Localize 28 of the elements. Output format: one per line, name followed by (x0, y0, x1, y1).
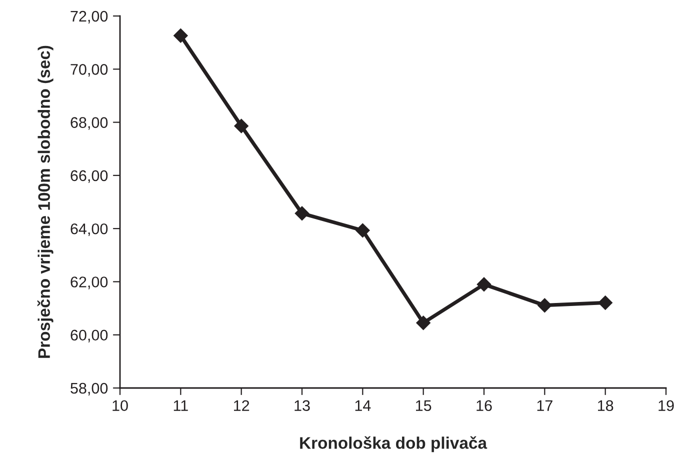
y-tick-label: 68,00 (70, 117, 108, 130)
x-tick-label: 14 (355, 400, 371, 411)
x-tick-label: 12 (234, 400, 250, 411)
x-tick-label: 17 (537, 400, 552, 411)
x-tick-label: 19 (658, 400, 674, 412)
point (356, 223, 370, 238)
y-tick-label: 60,00 (70, 330, 108, 342)
point (234, 118, 248, 134)
y-tick-label: 62,00 (70, 276, 108, 290)
x-tick-label: 18 (598, 400, 614, 412)
y-tick-label: 58,00 (70, 382, 108, 396)
y-tick-label: 70,00 (70, 64, 108, 77)
x-tick-label: 16 (476, 400, 492, 412)
y-tick-label: 72,00 (70, 10, 108, 24)
y-axis-title: Prosječno vrijeme 100m slobodno (sec) (37, 46, 54, 358)
point (598, 296, 612, 310)
point (294, 206, 310, 221)
point (174, 28, 188, 43)
x-tick-label: 15 (416, 400, 432, 412)
x-axis-title: Kronološka dob plivača (300, 436, 488, 452)
y-tick-label: 64,00 (70, 223, 108, 236)
x-tick-label: 10 (112, 400, 128, 412)
point (538, 298, 552, 312)
y-tick-label: 66,00 (70, 170, 108, 183)
x-tick-label: 13 (294, 400, 310, 412)
point (416, 316, 430, 330)
point (476, 277, 492, 292)
x-tick-label: 11 (174, 400, 188, 411)
